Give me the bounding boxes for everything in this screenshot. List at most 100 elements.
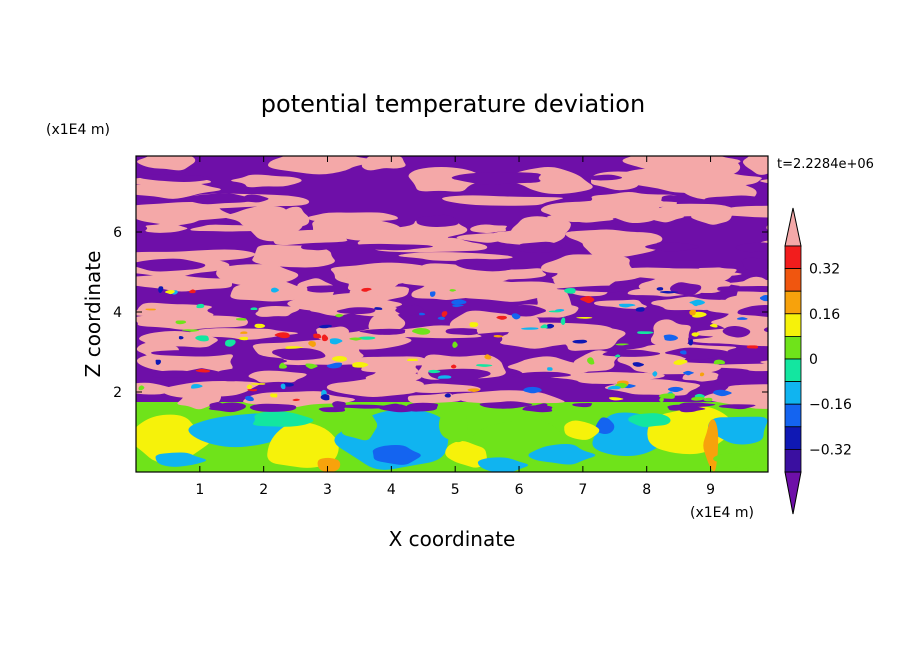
- contour-region: [274, 332, 290, 339]
- contour-region: [255, 306, 300, 317]
- contour-region: [511, 313, 521, 320]
- y-unit-label: (x1E4 m): [46, 122, 110, 138]
- contour-region: [252, 244, 335, 268]
- contour-region: [645, 242, 699, 252]
- contour-region: [614, 354, 621, 358]
- colorbar-swatch: [784, 290, 802, 315]
- contour-region: [628, 413, 671, 428]
- contour-region: [484, 354, 492, 360]
- contour-region: [667, 386, 684, 393]
- contour-region: [361, 287, 372, 292]
- contour-region: [178, 336, 184, 340]
- contour-region: [408, 167, 482, 192]
- contour-region: [208, 402, 246, 413]
- contour-region: [475, 364, 493, 367]
- contour-region: [548, 310, 562, 313]
- contour-region: [564, 288, 576, 294]
- contour-region: [540, 324, 548, 329]
- contour-region: [723, 205, 768, 218]
- contour-region: [523, 386, 542, 394]
- contour-region: [241, 194, 269, 203]
- contour-region: [437, 316, 445, 320]
- contour-region: [359, 328, 406, 335]
- contour-region: [406, 358, 418, 361]
- contour-region: [191, 383, 203, 389]
- colorbar: 0.32 0.16 0 −0.16 −0.32: [784, 207, 852, 515]
- contour-region: [717, 285, 768, 293]
- contour-region: [652, 260, 733, 269]
- contour-region: [268, 156, 378, 175]
- contour-region: [188, 328, 298, 340]
- contour-region: [547, 367, 553, 371]
- contour-region: [416, 214, 459, 227]
- contour-region: [138, 174, 211, 183]
- contour-region: [469, 322, 479, 328]
- contour-region: [451, 172, 541, 185]
- contour-region: [658, 393, 675, 399]
- contour-region: [326, 362, 343, 369]
- contour-region: [456, 281, 576, 302]
- contour-region: [735, 242, 768, 253]
- contour-region: [301, 243, 330, 251]
- colorbar-swatch: [784, 381, 802, 405]
- contour-region: [635, 307, 645, 312]
- contour-region: [451, 299, 467, 305]
- contour-region: [341, 409, 378, 441]
- contour-region: [451, 390, 565, 404]
- contour-region: [441, 311, 448, 318]
- contour-region: [704, 195, 759, 203]
- colorbar-swatch: [784, 448, 802, 473]
- contour-region: [632, 362, 644, 367]
- colorbar-tick-label: 0.16: [809, 307, 840, 323]
- contour-region: [249, 403, 297, 412]
- contour-region: [703, 397, 713, 402]
- contour-region: [374, 307, 383, 310]
- colorbar-swatch: [784, 245, 802, 270]
- contour-region: [265, 229, 350, 246]
- contour-region: [136, 209, 206, 226]
- contour-region: [280, 383, 286, 390]
- contour-region: [271, 287, 279, 293]
- contour-region: [691, 396, 706, 401]
- x-tick-label: 4: [387, 482, 396, 498]
- contour-region: [224, 339, 236, 347]
- contour-region: [692, 311, 707, 318]
- contour-region: [449, 289, 457, 292]
- contour-region: [522, 405, 553, 413]
- contour-region: [585, 174, 623, 181]
- contour-region: [637, 331, 654, 335]
- contour-region: [283, 382, 294, 387]
- contour-region: [709, 323, 718, 328]
- contour-region: [490, 268, 547, 280]
- contour-region: [618, 303, 636, 308]
- contour-region: [399, 304, 424, 317]
- contour-region: [442, 195, 564, 206]
- contour-region: [580, 296, 595, 304]
- contour-region: [452, 341, 458, 348]
- contour-region: [305, 363, 318, 369]
- chart-title: potential temperature deviation: [261, 90, 645, 118]
- contour-region: [560, 317, 566, 325]
- contour-region: [136, 258, 206, 272]
- contour-region: [648, 212, 684, 223]
- contour-region: [736, 317, 748, 320]
- x-axis-label: X coordinate: [389, 527, 516, 551]
- contour-region: [679, 402, 716, 407]
- colorbar-tick-label: 0: [809, 352, 818, 368]
- contour-region: [737, 305, 768, 317]
- contour-region: [340, 243, 433, 251]
- contour-region: [445, 328, 479, 336]
- contour-region: [270, 393, 278, 398]
- contour-region: [332, 401, 346, 412]
- contour-region: [450, 364, 457, 369]
- contour-region: [231, 174, 302, 188]
- contour-region: [285, 346, 303, 349]
- colorbar-max-arrow: [784, 207, 802, 247]
- contour-region: [652, 371, 658, 377]
- contour-region: [477, 457, 529, 472]
- contour-region: [197, 352, 233, 373]
- contour-region: [361, 156, 406, 171]
- x-tick-label: 2: [259, 482, 268, 498]
- contour-region: [272, 347, 326, 361]
- contour-region: [352, 362, 369, 368]
